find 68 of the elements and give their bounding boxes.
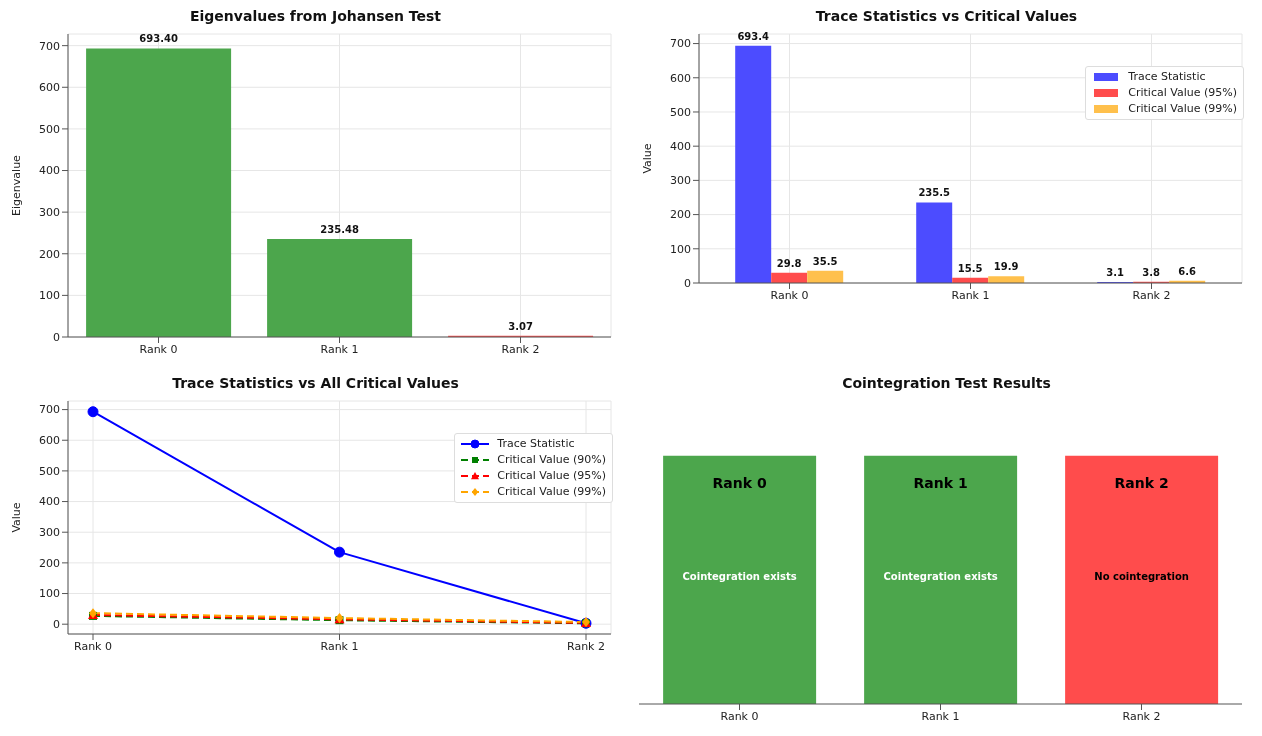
x-tick-label: Rank 2 <box>567 639 605 653</box>
y-tick-label: 400 <box>39 164 60 178</box>
x-tick-label: Rank 2 <box>1122 709 1161 723</box>
y-tick-label: 100 <box>39 289 60 303</box>
annotation: Cointegration exists <box>682 570 797 582</box>
y-tick-label: 0 <box>53 618 60 632</box>
y-tick-label: 400 <box>670 140 691 154</box>
x-tick-label: Rank 0 <box>770 288 809 302</box>
y-tick-label: 600 <box>670 71 691 85</box>
data-label: 29.8 <box>776 257 802 269</box>
y-tick-label: 300 <box>39 526 60 540</box>
x-tick-label: Rank 1 <box>320 639 359 653</box>
data-label: 19.9 <box>993 261 1019 273</box>
y-tick-label: 0 <box>684 276 691 290</box>
legend-label: Critical Value (95%) <box>497 468 606 484</box>
y-tick-label: 500 <box>39 122 60 136</box>
y-tick-label: 600 <box>39 434 60 448</box>
chart-title: Cointegration Test Results <box>841 375 1052 393</box>
annotation: Rank 0 <box>712 474 767 491</box>
legend-label: Trace Statistic <box>497 436 575 452</box>
annotation: No cointegration <box>1094 570 1189 582</box>
y-tick-label: 300 <box>39 206 60 220</box>
chart-title: Eigenvalues from Johansen Test <box>188 8 443 26</box>
data-label: 693.40 <box>139 33 178 45</box>
y-tick-label: 100 <box>39 587 60 601</box>
legend-label: Trace Statistic <box>1128 69 1206 85</box>
chart-title: Trace Statistics vs All Critical Values <box>171 375 460 393</box>
annotation: Cointegration exists <box>883 570 998 582</box>
legend-label: Critical Value (90%) <box>497 452 606 468</box>
x-tick-label: Rank 1 <box>951 288 990 302</box>
y-tick-label: 200 <box>39 556 60 570</box>
x-tick-label: Rank 0 <box>139 342 178 356</box>
y-tick-label: 400 <box>39 495 60 509</box>
data-label: 235.5 <box>918 187 951 199</box>
y-tick-label: 200 <box>39 247 60 261</box>
data-label: 3.1 <box>1106 266 1125 278</box>
y-tick-label: 300 <box>670 174 691 188</box>
y-tick-label: 500 <box>670 105 691 119</box>
x-tick-label: Rank 2 <box>501 342 540 356</box>
y-axis-title: Eigenvalue <box>9 154 23 216</box>
y-tick-label: 700 <box>39 39 60 53</box>
data-label: 15.5 <box>957 262 983 274</box>
data-label: 3.8 <box>1142 266 1161 278</box>
data-label: 235.48 <box>320 223 359 235</box>
y-tick-label: 700 <box>670 37 691 51</box>
data-label: 6.6 <box>1178 265 1197 277</box>
legend-label: Critical Value (99%) <box>497 484 606 500</box>
annotation: Rank 2 <box>1114 474 1169 491</box>
data-label: 693.4 <box>737 30 770 42</box>
annotation: Rank 1 <box>913 474 968 491</box>
chart-title: Trace Statistics vs Critical Values <box>814 8 1079 26</box>
y-axis-title: Value <box>9 502 23 533</box>
x-tick-label: Rank 0 <box>720 709 759 723</box>
y-tick-label: 500 <box>39 464 60 478</box>
x-tick-label: Rank 1 <box>320 342 359 356</box>
data-label: 35.5 <box>812 255 838 267</box>
y-tick-label: 200 <box>670 208 691 222</box>
y-axis-title: Value <box>640 143 654 174</box>
y-tick-label: 700 <box>39 403 60 417</box>
x-tick-label: Rank 2 <box>1132 288 1171 302</box>
data-label: 3.07 <box>508 320 533 332</box>
legend-label: Critical Value (99%) <box>1128 101 1237 117</box>
y-tick-label: 0 <box>53 330 60 344</box>
legend-label: Critical Value (95%) <box>1128 85 1237 101</box>
x-tick-label: Rank 1 <box>921 709 960 723</box>
y-tick-label: 600 <box>39 81 60 95</box>
y-tick-label: 100 <box>670 242 691 256</box>
x-tick-label: Rank 0 <box>74 639 112 653</box>
